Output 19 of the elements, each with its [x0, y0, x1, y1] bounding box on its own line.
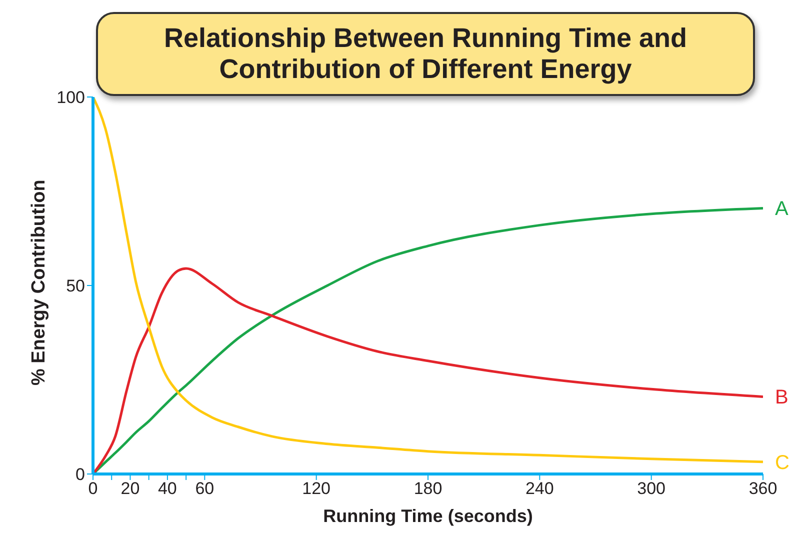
x-axis-title: Running Time (seconds)	[323, 506, 533, 526]
y-tick-label: 50	[66, 276, 85, 296]
line-series	[93, 97, 763, 464]
y-tick-label: 100	[56, 88, 85, 108]
x-tick-label: 40	[158, 479, 177, 498]
series-label: B	[775, 386, 788, 409]
x-tick-label: 120	[302, 479, 331, 498]
x-tick-label: 360	[748, 479, 778, 498]
series-label: A	[775, 198, 789, 220]
x-tick-label: 240	[525, 479, 554, 498]
x-tick-label: 0	[88, 479, 98, 498]
x-tick-label: 300	[637, 479, 666, 498]
x-tick-label: 60	[195, 479, 214, 498]
y-tick-label: 0	[76, 465, 85, 484]
x-tick-label: 20	[120, 479, 140, 498]
x-tick-label: 180	[414, 479, 442, 498]
series-label: C	[775, 452, 790, 474]
chart-title: Relationship Between Running Time and Contribution of Different Energy	[162, 23, 688, 85]
y-axis-title: % Energy Contribution	[28, 180, 50, 386]
